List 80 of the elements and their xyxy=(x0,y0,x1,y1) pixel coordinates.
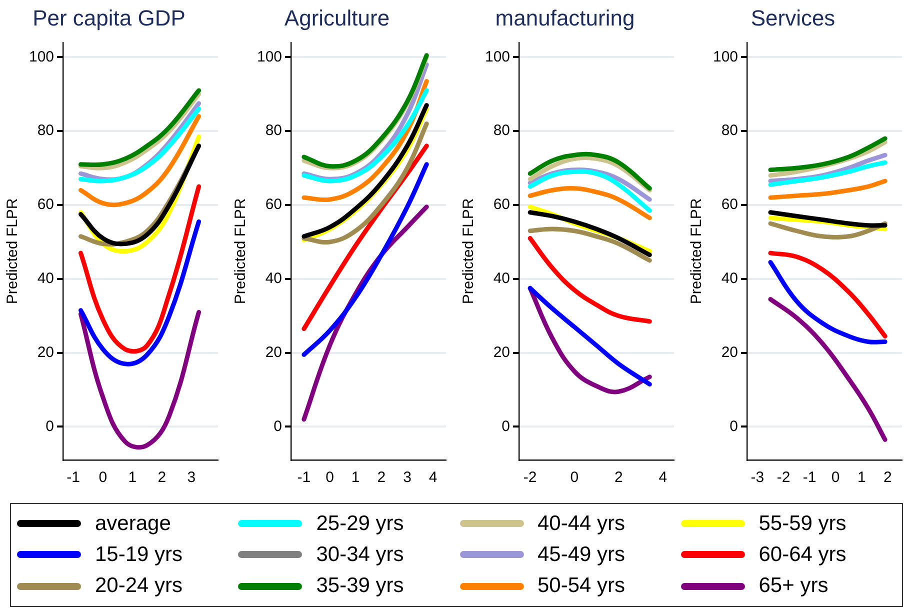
y-axis-title: Predicted FLPR xyxy=(232,198,250,304)
y-axis-title: Predicted FLPR xyxy=(460,198,478,304)
legend-label: 30-34 yrs xyxy=(316,542,404,567)
legend-label: 15-19 yrs xyxy=(95,542,183,567)
line-series xyxy=(302,162,429,357)
legend-label: 55-59 yrs xyxy=(758,512,846,536)
y-tick-label: 20 xyxy=(265,344,282,361)
x-tick-label: -2 xyxy=(523,469,537,486)
line-series xyxy=(768,250,888,338)
x-tick-label: 3 xyxy=(403,469,412,486)
chart-title: Agriculture xyxy=(284,5,390,30)
line-series xyxy=(528,226,652,263)
y-tick-label: 20 xyxy=(721,344,738,361)
x-tick-label: 0 xyxy=(831,469,840,486)
y-tick-label: 0 xyxy=(274,418,282,435)
legend-label: 35-39 yrs xyxy=(316,574,404,598)
x-tick-label: 2 xyxy=(614,469,623,486)
y-tick-label: 20 xyxy=(37,344,54,361)
y-tick-label: 100 xyxy=(484,48,510,66)
y-tick-label: 40 xyxy=(721,270,738,288)
y-tick-label: 40 xyxy=(493,270,510,288)
legend-label: 65+ yrs xyxy=(758,574,828,598)
line-series xyxy=(528,186,652,220)
line-series xyxy=(768,178,888,200)
chart-title: manufacturing xyxy=(495,5,635,30)
line-series xyxy=(528,210,652,258)
x-tick-label: 4 xyxy=(428,469,438,486)
x-tick-label: -1 xyxy=(66,469,80,486)
y-tick-label: 0 xyxy=(730,418,738,435)
y-tick-label: 0 xyxy=(46,418,54,435)
line-series xyxy=(768,260,888,344)
y-axis-title: Predicted FLPR xyxy=(4,198,22,304)
legend-label: 45-49 yrs xyxy=(538,542,626,567)
y-tick-label: 100 xyxy=(712,48,738,66)
x-tick-label: 0 xyxy=(570,469,579,486)
line-series xyxy=(78,219,202,366)
x-tick-label: 0 xyxy=(98,469,108,486)
line-series xyxy=(768,296,888,442)
y-tick-label: 40 xyxy=(265,270,282,288)
line-series xyxy=(302,88,429,184)
y-tick-label: 60 xyxy=(721,196,738,214)
y-tick-label: 100 xyxy=(28,48,54,66)
line-series xyxy=(768,136,888,172)
x-tick-label: 4 xyxy=(658,469,668,486)
chart-title: Services xyxy=(750,5,836,30)
y-axis-title: Predicted FLPR xyxy=(688,198,706,304)
x-tick-label: -1 xyxy=(802,469,816,486)
x-tick-label: -1 xyxy=(297,469,311,486)
x-tick-label: 1 xyxy=(351,469,360,486)
line-series xyxy=(528,236,652,324)
x-tick-label: 1 xyxy=(857,469,866,486)
y-tick-label: 80 xyxy=(37,122,54,140)
legend-label: 60-64 yrs xyxy=(758,542,846,567)
chart-title: Per capita GDP xyxy=(32,5,186,30)
y-tick-label: 80 xyxy=(493,122,510,140)
legend-label: 20-24 yrs xyxy=(95,574,183,598)
legend-label: 50-54 yrs xyxy=(538,574,626,598)
y-tick-label: 60 xyxy=(265,196,282,214)
y-tick-label: 60 xyxy=(37,196,54,214)
x-tick-label: 1 xyxy=(128,469,137,486)
y-tick-label: 80 xyxy=(721,122,738,140)
line-series xyxy=(528,169,652,213)
x-tick-label: 0 xyxy=(326,469,334,486)
legend-label: average xyxy=(95,512,171,536)
y-tick-label: 20 xyxy=(493,344,510,361)
x-tick-label: 3 xyxy=(187,469,196,486)
x-tick-label: 2 xyxy=(884,469,892,486)
x-tick-label: -2 xyxy=(776,469,790,486)
y-tick-label: 40 xyxy=(37,270,54,288)
line-series xyxy=(768,160,888,187)
y-tick-label: 60 xyxy=(493,196,510,214)
y-tick-label: 100 xyxy=(256,48,282,66)
legend-label: 25-29 yrs xyxy=(316,512,404,536)
x-tick-label: 2 xyxy=(377,469,386,486)
y-tick-label: 80 xyxy=(265,122,282,140)
y-tick-label: 0 xyxy=(502,418,510,435)
line-series xyxy=(768,210,888,228)
legend-label: 40-44 yrs xyxy=(538,512,626,536)
x-tick-label: -3 xyxy=(750,469,764,486)
x-tick-label: 2 xyxy=(158,469,166,486)
